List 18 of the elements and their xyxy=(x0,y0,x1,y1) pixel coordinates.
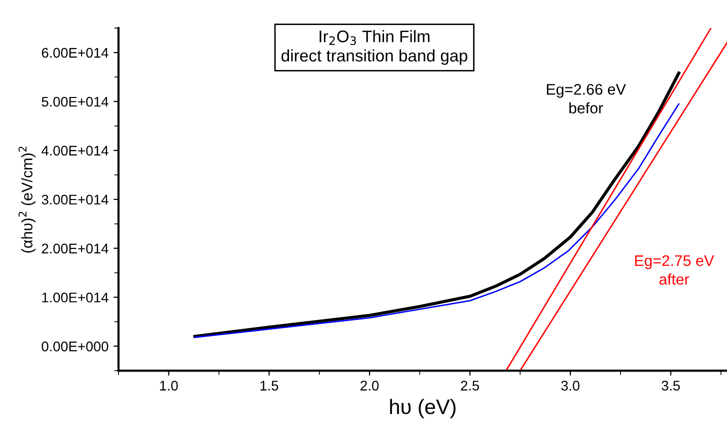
x-tick-label: 3.0 xyxy=(561,380,580,391)
x-axis-title: hυ (eV) xyxy=(390,398,456,418)
y-tick-label: 5.00E+014 xyxy=(42,96,108,107)
annotation: Eg=2.66 eV befor xyxy=(546,84,626,114)
y-tick-label: 0.00E+000 xyxy=(42,342,108,352)
x-tick-label: 3.5 xyxy=(662,380,680,391)
x-tick-label: 1.0 xyxy=(160,380,178,391)
y-tick-label: 6.00E+014 xyxy=(42,48,108,58)
y-tick-label: 1.00E+014 xyxy=(42,292,108,302)
y-tick-label: 2.00E+014 xyxy=(42,244,108,254)
y-tick-label: 3.00E+014 xyxy=(42,194,108,205)
y-tick-label: 4.00E+014 xyxy=(42,146,108,156)
x-tick-label: 2.0 xyxy=(360,380,379,391)
text: Ir$_{2}$O$_{3}$ Thin Film direct transition band gap xyxy=(282,30,468,65)
x-tick-label: 1.5 xyxy=(260,380,278,391)
annotation: Eg=2.75 eV after xyxy=(635,255,714,285)
y-axis-title: (αhυ)$^{2}$ (eV/cm)$^{2}$ xyxy=(18,146,36,253)
x-tick-label: 2.5 xyxy=(460,380,480,391)
